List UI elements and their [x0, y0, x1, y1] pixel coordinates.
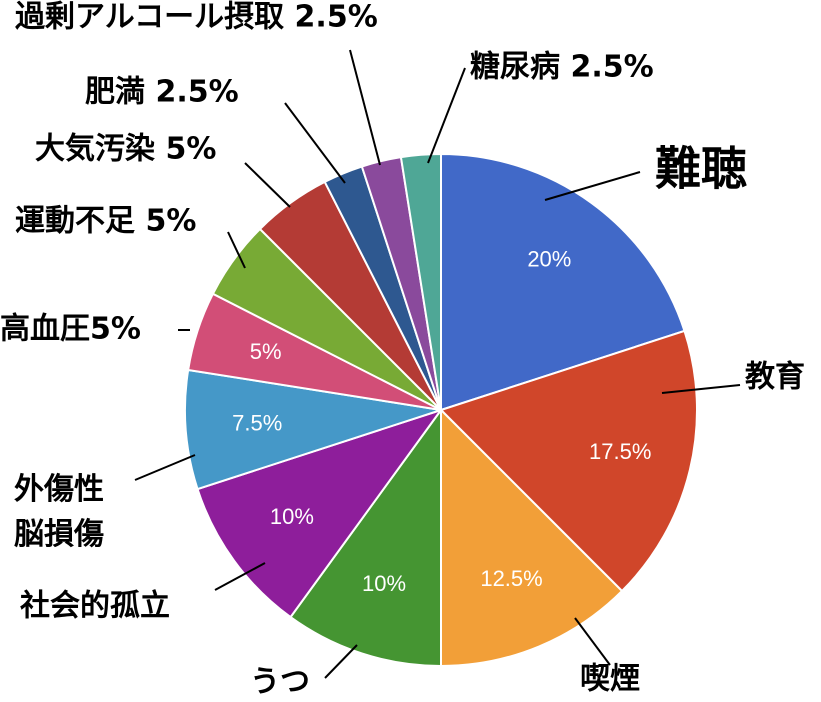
data-label: 17.5%: [589, 439, 651, 464]
category-label: 難聴: [655, 142, 747, 196]
pie-slice: [184, 368, 442, 491]
pie-slice: [399, 152, 442, 411]
leader-line: [134, 454, 196, 481]
data-label: 20%: [527, 247, 571, 272]
leader-line: [427, 67, 466, 164]
category-label: 教育: [745, 360, 805, 395]
category-label: 外傷性脳損傷: [14, 472, 104, 552]
leader-line: [544, 171, 641, 201]
data-label: 12.5%: [480, 566, 542, 591]
category-label: 肥満 2.5%: [85, 75, 239, 110]
data-label: 5%: [250, 339, 282, 364]
category-label: 社会的孤立: [20, 589, 170, 624]
leader-line: [349, 49, 381, 166]
leader-line: [574, 617, 611, 666]
pie-slice: [440, 407, 624, 668]
leader-line: [227, 231, 246, 269]
pie-slice: [289, 406, 442, 668]
category-label: 喫煙: [580, 662, 640, 697]
data-label: 10%: [362, 571, 406, 596]
pie-slice: [196, 408, 444, 619]
pie-slice: [439, 329, 698, 593]
leader-line: [244, 162, 291, 208]
data-label: 7.5%: [232, 410, 282, 435]
leader-line: [284, 102, 346, 184]
category-label: 糖尿病 2.5%: [470, 50, 654, 85]
category-label: 過剰アルコール摂取 2.5%: [15, 0, 378, 35]
category-label: 運動不足 5%: [15, 204, 196, 239]
leader-line: [661, 384, 741, 394]
pie-slice: [440, 152, 686, 412]
category-label: 大気汚染 5%: [35, 132, 216, 167]
category-label: うつ: [250, 665, 310, 700]
category-label: 高血圧5%: [0, 312, 141, 347]
leader-line: [324, 644, 358, 679]
data-label: 10%: [270, 504, 314, 529]
leader-line: [214, 562, 266, 591]
